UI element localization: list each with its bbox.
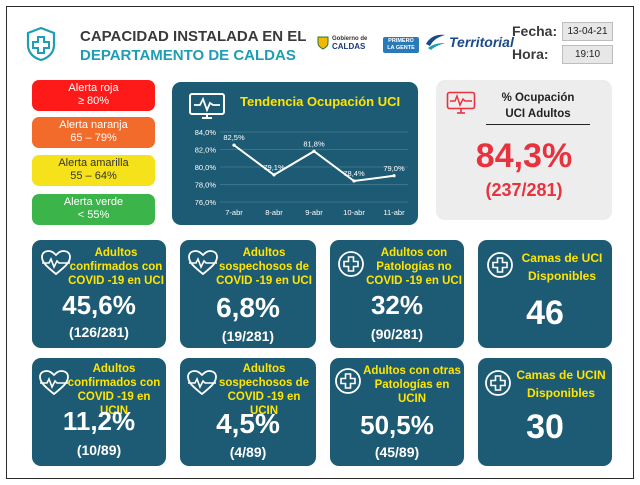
alert-green-range: < 55% [77,209,110,221]
card-ucin-beds-value: 30 [526,408,564,446]
card-other-pathologies-ucin-title: Adultos con otras Patologías en UCIN [363,365,461,405]
card-suspected-ucin-title: Adultos sospechosos de COVID -19 en UCIN [218,363,310,417]
card-other-pathologies-uci-title: Adultos con Patologías no COVID -19 en U… [366,247,462,287]
alert-green-label: Alerta verde [63,196,124,208]
card-suspected-ucin-sub: (4/89) [229,444,267,460]
chart-data-label: 79,0% [383,164,405,173]
chart-data-point [232,143,236,147]
card-confirmed-uci [32,240,166,348]
occupancy-ratio: (237/281) [485,180,563,200]
card-other-pathologies-uci [330,240,464,348]
monitor-pulse-icon [189,93,225,119]
chart-x-tick-label: 11-abr [383,208,405,217]
chart-data-label: 81,8% [303,139,325,148]
trend-title: Tendencia Ocupación UCI [240,94,401,109]
alert-orange-label: Alerta naranja [59,119,128,131]
fecha-value: 13-04-21 [562,22,613,41]
card-suspected-uci [180,240,316,348]
monitor-pulse-icon [446,91,476,114]
alert-yellow-label: Alerta amarilla [58,157,129,169]
card-confirmed-uci-title: Adultos confirmados con COVID -19 en UCI [68,247,164,287]
card-other-pathologies-uci-sub: (90/281) [370,326,424,342]
chart-x-tick-label: 10-abr [343,208,365,217]
primero-line2: LA GENTE [387,45,415,51]
chart-x-tick-label: 8-abr [265,208,283,217]
primero-line1: PRIMERO [388,38,414,44]
hora-label: Hora: [512,46,549,62]
card-uci-beds-title: Camas de UCI Disponibles [521,251,603,283]
card-uci-beds-value: 46 [526,294,564,332]
territorial-logo-text: Territorial [449,34,514,50]
medical-cross-icon [338,251,364,277]
page-title: CAPACIDAD INSTALADA EN EL DEPARTAMENTO D… [80,27,310,65]
medical-cross-icon [335,368,361,394]
card-confirmed-ucin-title: Adultos confirmados con COVID -19 en UCI… [67,363,161,417]
primero-la-gente-logo: PRIMERO LA GENTE [383,37,419,53]
occupancy-title-line1: % Ocupación [501,92,575,104]
medical-cross-icon [485,370,511,396]
card-confirmed-ucin-value: 11,2% [62,406,136,436]
chart-data-point [392,174,396,178]
chart-data-label: 82,5% [223,133,245,142]
chart-x-tick-label: 9-abr [305,208,323,217]
chart-data-point [352,179,356,183]
card-other-pathologies-ucin [330,358,464,466]
card-confirmed-ucin-sub: (10/89) [76,442,122,458]
occupancy-title-line2: UCI Adultos [505,108,571,120]
page-title-line2: DEPARTAMENTO DE CALDAS [80,47,296,64]
occupancy-title: % Ocupación UCI Adultos [486,90,590,125]
card-suspected-uci-value: 6,8% [216,292,280,323]
chart-data-point [312,149,316,153]
shield-icon [317,36,329,50]
medical-cross-icon [26,26,56,62]
alert-orange: Alerta naranja 65 – 79% [32,117,155,148]
card-other-pathologies-ucin-sub: (45/89) [374,444,420,460]
chart-x-tick-label: 7-abr [225,208,243,217]
card-confirmed-ucin [32,358,166,466]
alert-red: Alerta roja ≥ 80% [32,80,155,111]
chart-y-tick-label: 82,0% [195,146,217,155]
heart-pulse-icon [188,250,218,276]
heart-pulse-icon [187,370,217,396]
hora-value: 19:10 [562,45,613,64]
page-title-line1: CAPACIDAD INSTALADA EN EL [80,28,307,45]
occupancy-value: 84,3% [475,137,573,175]
chart-y-tick-label: 76,0% [195,198,217,207]
gov-logo-name: CALDAS [332,42,366,51]
card-suspected-ucin-value: 4,5% [216,408,280,439]
alert-red-label: Alerta roja [68,82,119,94]
card-suspected-uci-sub: (19/281) [221,328,275,344]
alert-yellow-range: 55 – 64% [70,170,117,182]
alert-yellow: Alerta amarilla 55 – 64% [32,155,155,186]
heart-pulse-icon [41,250,71,276]
alert-red-range: ≥ 80% [77,95,110,107]
card-confirmed-uci-value: 45,6% [62,290,136,320]
medical-cross-icon [487,252,513,278]
fecha-label: Fecha: [512,23,558,39]
occupancy-panel [436,80,612,220]
alert-orange-range: 65 – 79% [70,132,117,144]
alert-green: Alerta verde < 55% [32,194,155,225]
territorial-swoosh-icon [426,34,445,50]
card-suspected-ucin [180,358,316,466]
card-ucin-beds-title: Camas de UCIN Disponibles [516,368,606,400]
chart-y-tick-label: 78,0% [195,181,217,190]
card-suspected-uci-title: Adultos sospechosos de COVID -19 en UCI [216,247,312,287]
card-other-pathologies-ucin-value: 50,5% [360,410,434,440]
card-confirmed-uci-sub: (126/281) [69,324,129,340]
trend-chart: 84,0% 82,0% 80,0% 78,0% 76,0% 7-abr 8-abr 9-abr… [195,128,408,217]
card-other-pathologies-uci-value: 32% [370,290,424,320]
territorial-logo: Territorial [424,32,514,52]
chart-data-label: 78,4% [343,169,365,178]
gov-logo-small: Gobierno de [332,36,368,42]
chart-data-label: 79,1% [263,163,285,172]
chart-data-point [272,173,276,177]
gobierno-caldas-logo: Gobierno de CALDAS [317,36,368,51]
chart-y-tick-label: 84,0% [195,128,217,137]
heart-pulse-icon [39,370,69,396]
chart-y-tick-label: 80,0% [195,163,217,172]
